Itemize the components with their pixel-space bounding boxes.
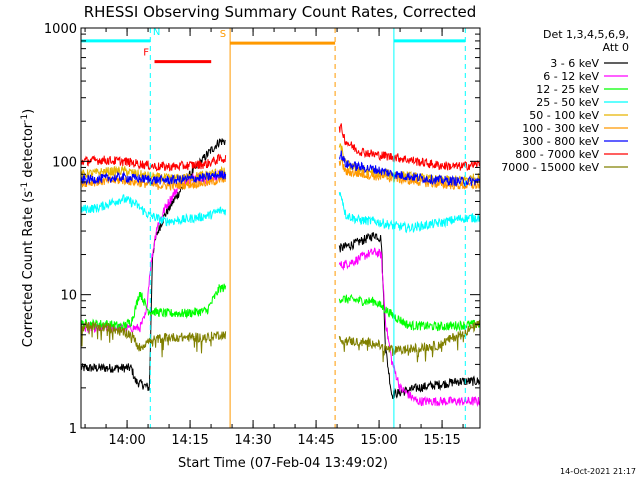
flag-label: N (153, 27, 160, 38)
timestamp: 14-Oct-2021 21:17 (560, 467, 636, 476)
series-line (338, 192, 480, 234)
legend-header-attenuator: Att 0 (603, 41, 629, 54)
series-25-50-kev (81, 192, 480, 234)
series-line (81, 165, 227, 184)
legend-entry-label: 300 - 800 keV (522, 135, 599, 148)
x-tick-label: 14:30 (234, 433, 271, 448)
series-50-100-kev (81, 143, 480, 185)
axis-layer: 14:00 14:15 14:30 14:45 15:00 15:15 1 10 100 1000 (44, 22, 480, 448)
x-axis-label: Start Time (07-Feb-04 13:49:02) (178, 456, 388, 471)
y-axis-label-end: ) (21, 109, 36, 114)
marker-layer: NF S (81, 27, 466, 428)
series-line (81, 194, 227, 227)
series-line (81, 153, 227, 172)
x-tick-label: 14:00 (108, 433, 145, 448)
series-800-7000-kev (81, 123, 480, 172)
series-300-800-kev (81, 150, 480, 188)
y-axis-label-sup2: -1 (20, 114, 30, 123)
flag-label: S (220, 29, 226, 40)
series-line (338, 232, 480, 400)
legend-entry-label: 800 - 7000 keV (515, 148, 599, 161)
x-tick-label: 15:15 (423, 433, 460, 448)
series-line (338, 123, 480, 172)
legend-entry-label: 12 - 25 keV (536, 83, 599, 96)
series-line (81, 283, 227, 332)
series-line (338, 150, 480, 188)
y-axis-label-mid: detector (21, 122, 36, 182)
y-axis-label-main: Corrected Count Rate (s (21, 191, 36, 348)
series-12-25-kev (81, 283, 480, 332)
legend-entry-label: 50 - 100 keV (529, 109, 599, 122)
legend-header-detectors: Det 1,3,4,5,6,9, (543, 28, 629, 41)
series-line (338, 247, 480, 408)
series-7000-15000-kev (81, 319, 480, 363)
data-layer (81, 123, 480, 408)
series-line (338, 143, 480, 185)
y-tick-label: 1 (69, 422, 77, 437)
chart-title: RHESSI Observing Summary Count Rates, Co… (84, 3, 477, 21)
legend-entry-label: 25 - 50 keV (536, 96, 599, 109)
y-tick-label: 1000 (44, 22, 77, 37)
y-axis-label-sup1: -1 (20, 182, 30, 191)
series-line (81, 174, 227, 192)
legend-entry-label: 100 - 300 keV (522, 122, 599, 135)
plot-frame (80, 27, 481, 429)
series-line (81, 170, 227, 186)
series-line (81, 321, 227, 358)
x-tick-label: 14:45 (297, 433, 334, 448)
flag-label: F (143, 48, 149, 59)
legend-entry-label: 6 - 12 keV (543, 70, 599, 83)
legend-entry-label: 3 - 6 keV (550, 57, 599, 70)
x-tick-label: 15:00 (360, 433, 397, 448)
legend-entry-label: 7000 - 15000 keV (501, 161, 599, 174)
x-tick-label: 14:15 (171, 433, 208, 448)
y-axis-label: Corrected Count Rate (s-1 detector-1) (20, 109, 36, 347)
series-line (338, 319, 480, 363)
y-tick-label: 100 (52, 155, 77, 170)
series-line (338, 293, 480, 332)
y-tick-label: 10 (60, 289, 77, 304)
